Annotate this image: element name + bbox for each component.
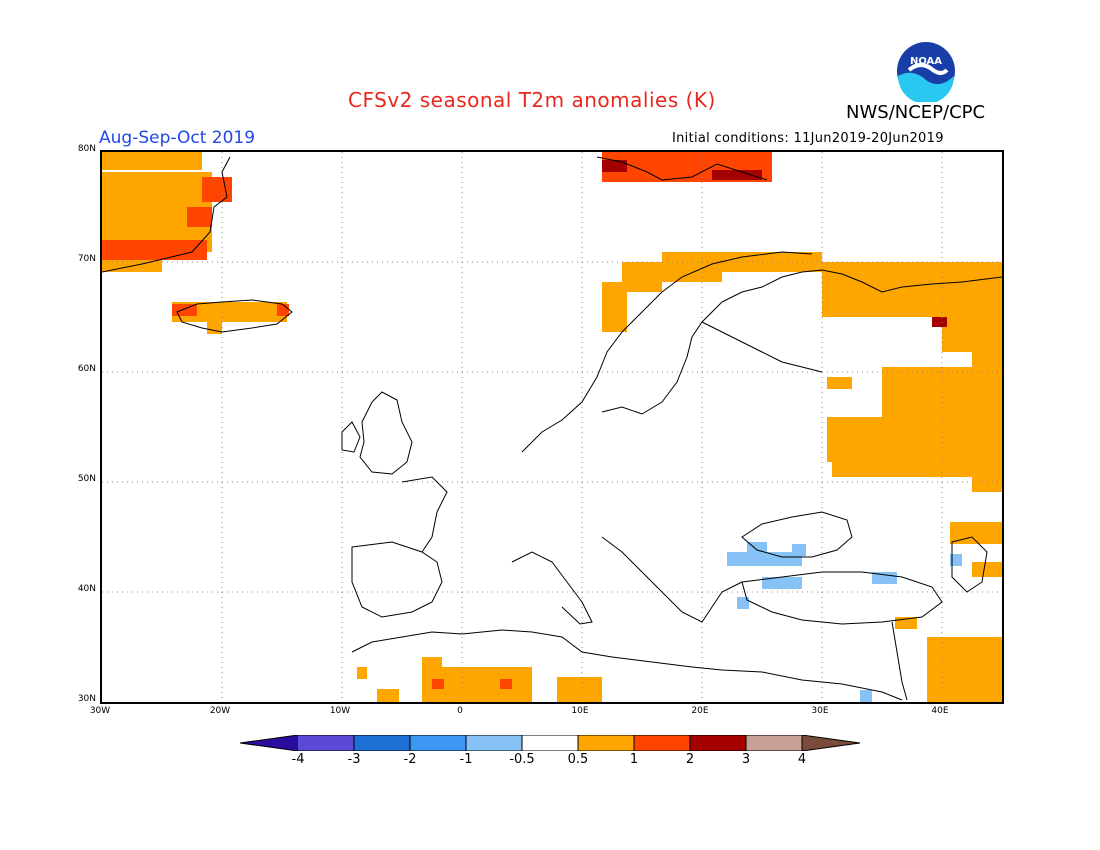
colorbar-arrow-low xyxy=(240,735,298,751)
anomaly-cell-cool xyxy=(860,690,872,702)
colorbar-label: -4 xyxy=(291,752,305,767)
anomaly-cell-warm xyxy=(102,152,202,170)
colorbar-label: -2 xyxy=(403,752,417,767)
colorbar-label: -0.5 xyxy=(509,752,535,767)
anomaly-cell-cool xyxy=(950,554,962,566)
map-gridlines xyxy=(102,152,1002,702)
season-label: Aug-Sep-Oct 2019 xyxy=(99,128,256,148)
lon-label-10w: 10W xyxy=(329,706,351,716)
colorbar-label: 1 xyxy=(629,752,639,767)
anomaly-cell-hot xyxy=(500,679,512,689)
anomaly-cell-very-hot xyxy=(602,160,627,172)
anomaly-cell-warm xyxy=(357,667,367,679)
lat-label-50n: 50N xyxy=(77,474,96,484)
lon-label-30w: 30W xyxy=(89,706,111,716)
colorbar-swatch xyxy=(410,735,466,751)
lat-label-70n: 70N xyxy=(77,254,96,264)
lat-label-40n: 40N xyxy=(77,584,96,594)
anomaly-cell-very-hot xyxy=(712,170,762,180)
anomaly-cell-hot xyxy=(102,240,207,260)
anomaly-cell-warm xyxy=(827,377,852,389)
anomaly-cell-warm xyxy=(950,522,1002,544)
anomaly-map xyxy=(100,150,1004,704)
noaa-logo: NOAA xyxy=(896,41,956,102)
colorbar xyxy=(240,735,861,751)
colorbar-swatch xyxy=(354,735,410,751)
anomaly-cell-hot xyxy=(432,679,444,689)
colorbar-label: 4 xyxy=(797,752,807,767)
anomaly-cell-hot xyxy=(187,207,212,227)
anomaly-cell-warm xyxy=(622,262,662,292)
colorbar-label: 2 xyxy=(685,752,695,767)
colorbar-arrow-high xyxy=(802,735,860,751)
colorbar-label: 0.5 xyxy=(567,752,589,767)
colorbar-swatch xyxy=(298,735,354,751)
agency-label: NWS/NCEP/CPC xyxy=(846,102,986,123)
colorbar-swatch xyxy=(466,735,522,751)
colorbar-swatch xyxy=(578,735,634,751)
lat-label-80n: 80N xyxy=(77,144,96,154)
anomaly-cell-cool xyxy=(727,552,802,566)
anomaly-cell-cool xyxy=(762,577,802,589)
anomaly-cell-cool xyxy=(792,544,806,556)
lon-label-20e: 20E xyxy=(691,706,709,716)
lon-label-20w: 20W xyxy=(209,706,231,716)
anomaly-cell-very-hot xyxy=(932,317,947,327)
anomaly-cell-warm xyxy=(972,562,1002,577)
lat-label-30n: 30N xyxy=(77,694,96,704)
anomaly-cell-warm xyxy=(207,320,222,334)
lon-label-0: 0 xyxy=(457,706,463,716)
anomaly-cell-hot xyxy=(202,177,232,202)
initial-conditions-label: Initial conditions: 11Jun2019-20Jun2019 xyxy=(672,131,944,146)
anomaly-cell-warm xyxy=(557,677,602,702)
colorbar-swatch xyxy=(634,735,690,751)
anomaly-cell-warm xyxy=(377,689,399,702)
anomaly-cell-cool xyxy=(872,572,897,584)
colorbar-swatch xyxy=(746,735,802,751)
coastlines xyxy=(102,156,1002,701)
anomaly-cell-warm xyxy=(832,452,1002,477)
anomaly-cell-hot xyxy=(277,304,289,316)
colorbar-label: 3 xyxy=(741,752,751,767)
colorbar-label: -1 xyxy=(459,752,473,767)
colorbar-swatch xyxy=(522,735,578,751)
lon-label-40e: 40E xyxy=(931,706,949,716)
logo-text: NOAA xyxy=(910,56,942,67)
colorbar-label: -3 xyxy=(347,752,361,767)
map-title: CFSv2 seasonal T2m anomalies (K) xyxy=(348,88,716,112)
lon-label-10e: 10E xyxy=(571,706,589,716)
lon-label-30e: 30E xyxy=(811,706,829,716)
colorbar-swatch xyxy=(690,735,746,751)
anomaly-cells xyxy=(102,152,1002,702)
lat-label-60n: 60N xyxy=(77,364,96,374)
anomaly-cell-warm xyxy=(172,302,287,322)
anomaly-cell-cool xyxy=(737,597,749,609)
anomaly-cell-warm xyxy=(927,637,1002,702)
